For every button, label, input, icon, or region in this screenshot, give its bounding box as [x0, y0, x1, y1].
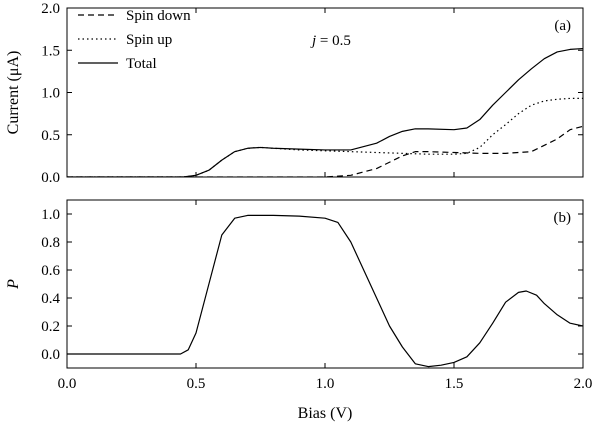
y-axis-title-a: Current (μA) — [5, 51, 22, 135]
x-tick-label-b-2: 1.0 — [316, 376, 335, 392]
legend-label-spin-down: Spin down — [126, 8, 191, 24]
y-tick-label-b-4: 0.8 — [41, 235, 60, 251]
series-line-a-spin-down — [67, 125, 583, 177]
panel-label-a: (a) — [554, 18, 571, 34]
annotation-j: j = 0.5 — [310, 33, 351, 49]
y-tick-label-a-4: 2.0 — [41, 1, 60, 17]
series-line-a-spin-up — [67, 97, 583, 177]
panel-a: 0.0 0.5 1.0 1.5 2.0 Current (μA) (a) j = 0.5 Spi… — [5, 1, 584, 186]
x-axis-title: Bias (V) — [298, 405, 353, 422]
annotation-j-symbol: j — [310, 33, 316, 49]
y-tick-label-b-2: 0.4 — [41, 291, 60, 307]
y-tick-label-a-3: 1.5 — [41, 43, 60, 59]
x-tick-label-b-1: 0.5 — [187, 376, 206, 392]
legend-label-spin-up: Spin up — [126, 32, 172, 48]
legend: Spin down Spin up Total — [78, 8, 191, 72]
y-tick-label-a-1: 0.5 — [41, 128, 60, 144]
x-tick-label-b-3: 1.5 — [445, 376, 464, 392]
x-tick-label-b-0: 0.0 — [58, 376, 77, 392]
panel-label-b: (b) — [554, 210, 572, 226]
series-line-a-total — [67, 47, 583, 177]
series-line-b-polarization — [67, 214, 583, 368]
y-tick-label-b-0: 0.0 — [41, 347, 60, 363]
legend-label-total: Total — [126, 56, 157, 72]
panel-b: 0.0 0.5 1.0 1.5 2.0 0.0 0.2 0.4 0.6 0.8 1.0 P Bias (… — [5, 199, 593, 422]
y-tick-label-a-0: 0.0 — [41, 170, 60, 186]
plot-frame-b — [66, 199, 584, 369]
y-tick-label-b-3: 0.6 — [41, 263, 60, 279]
y-axis-title-b: P — [5, 279, 22, 290]
y-tick-label-b-1: 0.2 — [41, 319, 60, 335]
x-tick-label-b-4: 2.0 — [574, 376, 593, 392]
y-tick-label-b-5: 1.0 — [41, 207, 60, 223]
annotation-j-value: = 0.5 — [316, 33, 351, 49]
y-tick-label-a-2: 1.0 — [41, 86, 60, 102]
